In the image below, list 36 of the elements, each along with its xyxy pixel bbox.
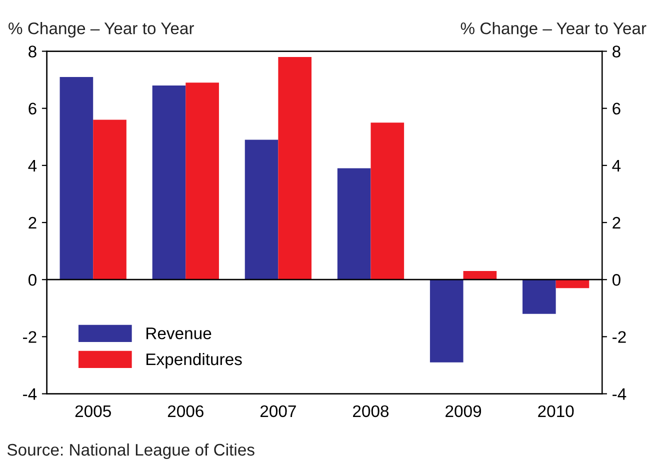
- y2-tick-label: -4: [612, 388, 626, 400]
- x-tick-label: 2006: [168, 405, 204, 418]
- x-tick-label: 2005: [75, 405, 111, 418]
- x-tick-label: 2010: [538, 405, 574, 418]
- bar: [244, 140, 278, 280]
- y2-axis-title: % Change – Year to Year: [460, 22, 646, 38]
- y2-tick-label: 0: [612, 274, 620, 286]
- y2-tick-label: 8: [612, 46, 620, 58]
- legend-label: Revenue: [146, 328, 212, 340]
- legend-label: Expenditures: [146, 352, 242, 368]
- bar: [522, 280, 556, 314]
- bar: [93, 120, 126, 280]
- bar: [152, 86, 186, 280]
- y2-tick-label: -2: [612, 331, 626, 343]
- x-tick-label: 2008: [353, 405, 389, 418]
- bar: [278, 56, 312, 280]
- bar: [430, 280, 464, 362]
- bar: [337, 168, 371, 280]
- y-axis-title: % Change – Year to Year: [8, 22, 194, 38]
- x-tick-label: 2009: [446, 405, 482, 418]
- y-tick-label: 6: [28, 102, 36, 115]
- bar: [370, 122, 404, 280]
- bar: [463, 271, 497, 280]
- y-tick-label: 4: [28, 160, 37, 172]
- y2-tick-label: 6: [612, 102, 620, 115]
- y-tick-label: 8: [28, 46, 36, 58]
- bar: [186, 82, 219, 280]
- y2-tick-label: 2: [612, 216, 620, 229]
- y-tick-label: 0: [28, 274, 36, 286]
- y-tick-label: 2: [28, 216, 36, 229]
- y-tick-label: -2: [23, 331, 36, 343]
- y2-tick-label: 4: [612, 160, 621, 172]
- source-note: Source: National League of Cities: [7, 443, 254, 460]
- y-tick-label: -4: [23, 388, 37, 400]
- bar: [60, 76, 94, 280]
- x-tick-label: 2007: [260, 405, 296, 418]
